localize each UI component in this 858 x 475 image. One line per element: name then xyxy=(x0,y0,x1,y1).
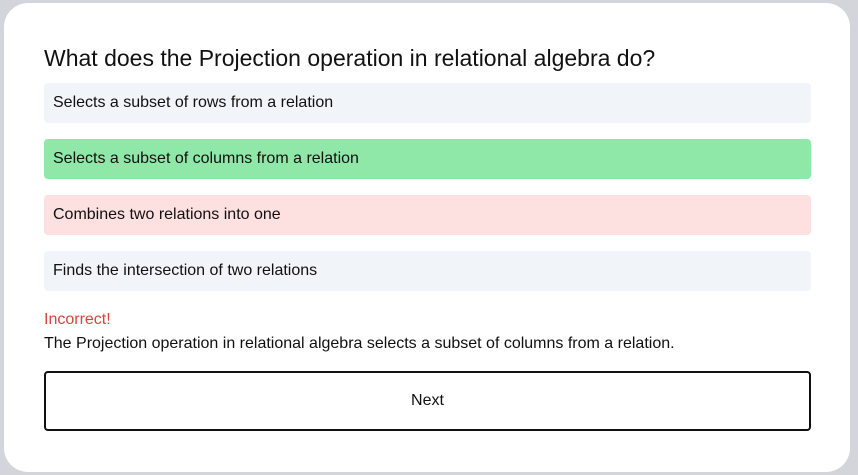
feedback-status: Incorrect! xyxy=(44,311,111,328)
answer-option-2-correct[interactable]: Selects a subset of columns from a relat… xyxy=(44,139,811,179)
answer-option-4[interactable]: Finds the intersection of two relations xyxy=(44,251,811,291)
answer-option-1[interactable]: Selects a subset of rows from a relation xyxy=(44,83,811,123)
answer-option-3-selected-incorrect[interactable]: Combines two relations into one xyxy=(44,195,811,235)
question-text: What does the Projection operation in re… xyxy=(44,45,656,71)
feedback-explanation: The Projection operation in relational a… xyxy=(44,335,675,352)
next-button[interactable]: Next xyxy=(44,371,811,431)
answer-option-label: Selects a subset of rows from a relation xyxy=(53,94,334,111)
answer-option-label: Finds the intersection of two relations xyxy=(53,262,318,279)
answer-option-label: Combines two relations into one xyxy=(53,206,281,223)
answer-option-label: Selects a subset of columns from a relat… xyxy=(53,150,359,167)
quiz-card: What does the Projection operation in re… xyxy=(4,3,850,472)
